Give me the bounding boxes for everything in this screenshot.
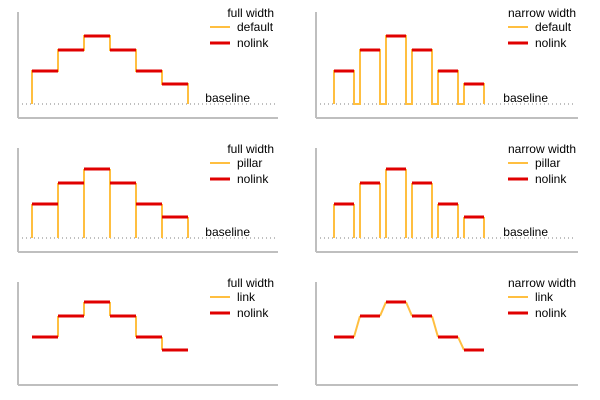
baseline-label: baseline [503, 91, 548, 105]
link-segment [431, 315, 439, 338]
baseline-label: baseline [205, 91, 250, 105]
legend-label-main: default [237, 20, 274, 34]
link-segment [457, 336, 465, 351]
legend-label-nolink: nolink [535, 172, 567, 186]
legend-label-nolink: nolink [535, 36, 567, 50]
legend-label-main: pillar [237, 156, 262, 170]
link-segment [379, 301, 387, 317]
legend-label-main: link [535, 290, 554, 304]
legend-title: narrow width [508, 276, 576, 290]
legend-label-nolink: nolink [237, 172, 269, 186]
link-segment [353, 315, 361, 338]
legend-label-main: pillar [535, 156, 560, 170]
default-series-line [31, 35, 189, 104]
legend-label-main: default [535, 20, 572, 34]
legend-title: full width [227, 142, 274, 156]
legend-label-nolink: nolink [535, 306, 567, 320]
legend-title: narrow width [508, 142, 576, 156]
baseline-label: baseline [503, 225, 548, 239]
legend-title: full width [227, 276, 274, 290]
legend-label-nolink: nolink [237, 306, 269, 320]
legend-title: full width [227, 6, 274, 20]
legend-title: narrow width [508, 6, 576, 20]
link-segment [405, 301, 413, 317]
legend-label-main: link [237, 290, 256, 304]
legend-label-nolink: nolink [237, 36, 269, 50]
default-series-line [333, 35, 485, 105]
baseline-label: baseline [205, 225, 250, 239]
